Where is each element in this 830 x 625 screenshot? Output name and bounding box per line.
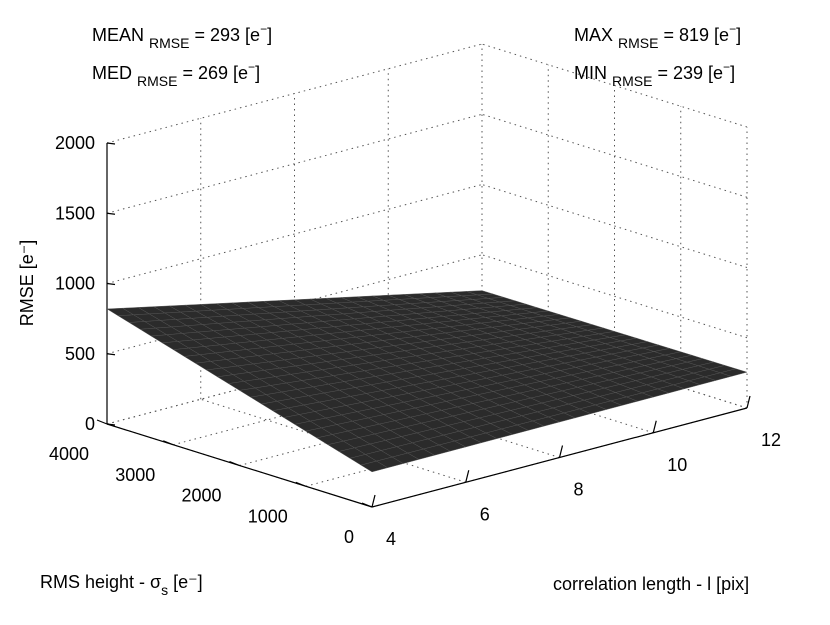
y-tick-label: 4000 [49, 444, 89, 464]
x-tick-label: 12 [761, 430, 781, 450]
x-tick-label: 6 [480, 504, 490, 524]
y-axis-label: RMS height - σs [e⁻] [40, 572, 203, 598]
max-annotation: MAX RMSE = 819 [e−] [574, 22, 742, 51]
y-axis-label-text: RMS height - σs [e⁻] [40, 572, 203, 598]
y-tick-label: 1000 [248, 506, 288, 526]
grid-line [481, 113, 748, 198]
z-tick [106, 212, 116, 215]
surface-patch [719, 368, 748, 377]
y-tick-label: 3000 [115, 465, 155, 485]
x-axis-label: correlation length - l [pix] [553, 574, 750, 594]
y-tick [163, 440, 174, 446]
x-tick [652, 420, 657, 433]
y-tick [96, 419, 108, 425]
x-tick [465, 470, 470, 483]
y-tick [361, 502, 373, 508]
z-tick-label: 1500 [55, 203, 95, 223]
grid-line [481, 43, 748, 128]
z-tick [106, 353, 116, 356]
surface [106, 290, 748, 473]
z-tick-label: 1000 [55, 274, 95, 294]
y-tick [295, 481, 306, 487]
x-tick-label: 10 [667, 455, 687, 475]
x-tick-label: 8 [574, 480, 584, 500]
x-tick [558, 445, 564, 458]
x-tick-label: 4 [386, 529, 396, 549]
x-tick [371, 494, 376, 508]
z-tick [106, 282, 116, 286]
grid-line [106, 43, 483, 144]
tick-marks [96, 142, 751, 508]
x-tick [746, 395, 751, 409]
grid-line [106, 184, 483, 284]
z-axis-label: RMSE [e⁻] [17, 240, 37, 327]
mean-annotation: MEAN RMSE = 293 [e−] [92, 22, 273, 51]
y-tick [229, 460, 240, 467]
z-tick-label: 2000 [55, 133, 95, 153]
z-tick-label: 0 [85, 414, 95, 434]
y-tick-label: 0 [344, 527, 354, 547]
grid-line [481, 254, 748, 339]
z-tick [106, 142, 116, 145]
grid-line [106, 113, 483, 214]
med-annotation: MED RMSE = 269 [e−] [92, 60, 261, 89]
z-tick-label: 500 [65, 344, 95, 364]
min-annotation: MIN RMSE = 239 [e−] [574, 60, 736, 89]
grid-line [481, 184, 748, 268]
y-tick-label: 2000 [181, 486, 221, 506]
z-tick [106, 423, 116, 426]
tick-labels: 0 500 1000 1500 2000 4 6 8 10 12 0 1000 2000 3000 4000 [49, 133, 781, 549]
